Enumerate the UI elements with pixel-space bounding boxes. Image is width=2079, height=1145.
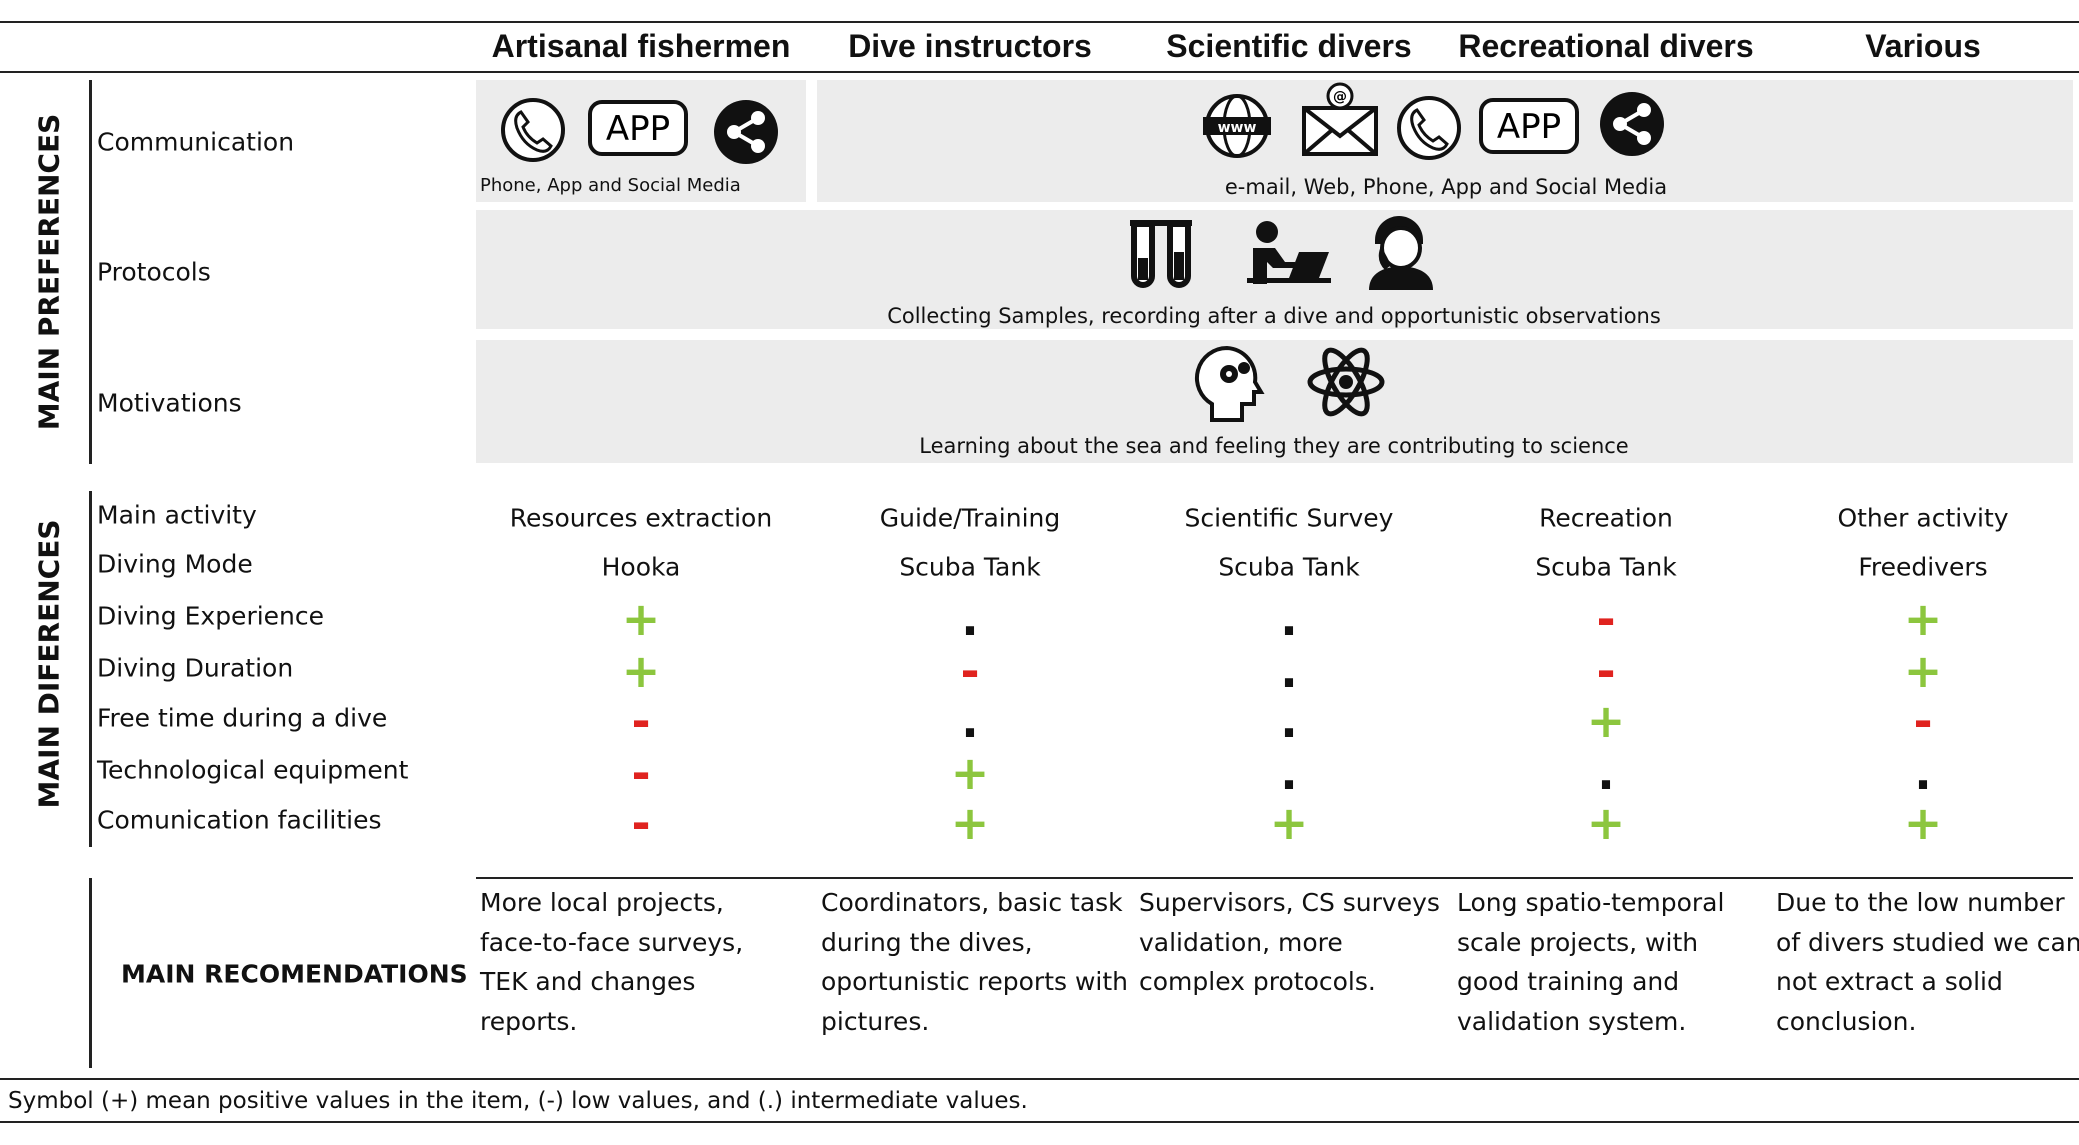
row-label: Technological equipment	[97, 755, 409, 785]
symbol: -	[631, 694, 651, 748]
cell-text: Freedivers	[1858, 552, 1988, 582]
row-label: MAIN RECOMENDATIONS	[121, 959, 468, 989]
symbol: +	[1269, 796, 1309, 850]
cell-text: Scuba Tank	[899, 552, 1041, 582]
symbol: .	[1280, 592, 1298, 646]
row-label: Diving Mode	[97, 549, 253, 579]
cell-bg	[476, 340, 2073, 463]
symbol: +	[1903, 592, 1943, 646]
app-icon: APP	[1497, 107, 1561, 147]
caption: Learning about the sea and feeling they …	[919, 434, 1629, 458]
recommendation: Long spatio-temporal scale projects, wit…	[1457, 888, 1725, 1036]
row-label: Diving Experience	[97, 601, 325, 631]
cell-text: Resources extraction	[509, 503, 773, 533]
rule	[0, 71, 2079, 73]
cell-text: Recreation	[1539, 503, 1673, 533]
column-header: Various	[1865, 28, 1981, 64]
recommendation: Due to the low number of divers studied …	[1776, 888, 2079, 1036]
caption: e-mail, Web, Phone, App and Social Media	[1224, 175, 1668, 199]
symbol: -	[1596, 592, 1616, 646]
caption: Phone, App and Social Media	[480, 175, 741, 196]
bracket	[89, 80, 92, 464]
symbol: -	[631, 746, 651, 800]
caption: Collecting Samples, recording after a di…	[887, 304, 1661, 328]
recommendation: Supervisors, CS surveys validation, more…	[1139, 888, 1440, 996]
row-label: Comunication facilities	[97, 805, 382, 835]
row-label: Communication	[97, 127, 295, 157]
symbol: +	[621, 644, 661, 698]
symbol: .	[1280, 694, 1298, 748]
column-header: Scientific divers	[1166, 28, 1412, 64]
bracket	[89, 491, 92, 847]
symbol: .	[1597, 746, 1615, 800]
symbol: .	[961, 694, 979, 748]
symbol: -	[1913, 694, 1933, 748]
recommendation: Coordinators, basic task during the dive…	[821, 888, 1129, 1036]
recommendation: More local projects, face-to-face survey…	[480, 888, 744, 1036]
symbol: -	[960, 644, 980, 698]
symbol: .	[1280, 644, 1298, 698]
symbol: -	[1596, 644, 1616, 698]
row-label: Motivations	[97, 388, 242, 418]
symbol: +	[1903, 644, 1943, 698]
section-title: MAIN DIFERENCES	[32, 519, 66, 809]
rule	[0, 21, 2079, 23]
symbol: +	[1586, 694, 1626, 748]
symbol: .	[1280, 746, 1298, 800]
cell-text: Other activity	[1837, 503, 2009, 533]
symbol: +	[1586, 796, 1626, 850]
symbol: +	[1903, 796, 1943, 850]
app-icon: APP	[606, 109, 670, 149]
footnote: Symbol (+) mean positive values in the i…	[8, 1088, 1028, 1114]
cell-text: Scientific Survey	[1184, 503, 1394, 533]
row-label: Free time during a dive	[97, 703, 388, 733]
symbol: +	[950, 796, 990, 850]
cell-text: Guide/Training	[879, 503, 1061, 533]
column-header: Artisanal fishermen	[491, 28, 791, 64]
rule	[0, 1078, 2079, 1080]
symbol: -	[631, 796, 651, 850]
symbol: .	[1914, 746, 1932, 800]
rule	[476, 877, 2073, 879]
row-label: Main activity	[97, 500, 257, 530]
column-header: Dive instructors	[848, 28, 1092, 64]
row-label: Protocols	[97, 257, 211, 287]
symbol: .	[961, 592, 979, 646]
bracket	[89, 878, 92, 1068]
rule	[0, 1121, 2079, 1123]
row-label: Diving Duration	[97, 653, 294, 683]
symbol: +	[950, 746, 990, 800]
symbol: +	[621, 592, 661, 646]
cell-text: Scuba Tank	[1535, 552, 1677, 582]
cell-text: Hooka	[601, 552, 681, 582]
column-header: Recreational divers	[1458, 28, 1754, 64]
cell-text: Scuba Tank	[1218, 552, 1360, 582]
